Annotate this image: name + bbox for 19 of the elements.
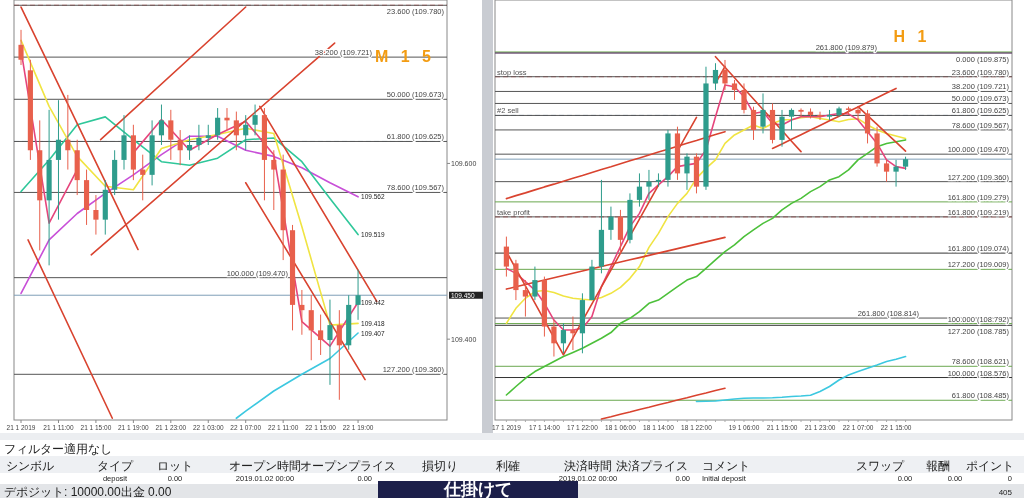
text: 仕掛けて bbox=[443, 480, 512, 498]
text: デポジット: 10000.00出金 0.00 bbox=[4, 485, 172, 498]
text: ポイント bbox=[966, 459, 1014, 473]
text: 損切り bbox=[422, 459, 458, 473]
text: スワップ bbox=[856, 459, 905, 473]
text: 利確 bbox=[496, 459, 520, 473]
text: 405 bbox=[998, 488, 1013, 497]
text: フィルター適用なし bbox=[4, 442, 112, 456]
text: オープンプライス bbox=[300, 459, 396, 473]
text: ロット bbox=[157, 459, 193, 473]
text: コメント bbox=[702, 459, 750, 473]
text: M 1 5 bbox=[374, 48, 436, 65]
text: オープン時間 bbox=[229, 459, 301, 473]
text: 決済時間 bbox=[564, 459, 612, 473]
text: 報酬 bbox=[926, 459, 950, 473]
text: 決済プライス bbox=[616, 459, 688, 473]
text: H 1 bbox=[893, 28, 931, 45]
text: シンボル bbox=[6, 459, 54, 473]
text: タイプ bbox=[97, 459, 134, 473]
